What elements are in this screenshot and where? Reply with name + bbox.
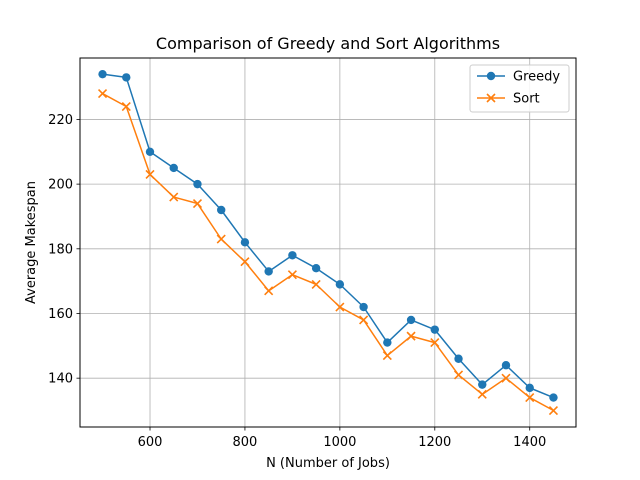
sort-point: [192, 198, 203, 209]
legend-label-sort: Sort: [513, 92, 540, 107]
x-tick-label: 600: [138, 435, 163, 450]
sort-point: [453, 370, 464, 380]
y-tick-label: 180: [48, 242, 73, 257]
sort-point: [406, 331, 416, 341]
chart-title: Comparison of Greedy and Sort Algorithms: [156, 34, 500, 53]
y-tick-label: 220: [48, 113, 73, 128]
greedy-point: [217, 205, 226, 215]
greedy-point: [335, 280, 345, 289]
greedy-point: [383, 338, 392, 347]
y-tick-label: 140: [48, 372, 73, 387]
series-greedy: [98, 69, 558, 402]
sort-point: [264, 286, 274, 296]
greedy-point: [359, 302, 368, 312]
legend-entry-greedy: Greedy: [477, 70, 560, 85]
greedy-point: [264, 267, 273, 276]
greedy-point: [478, 380, 487, 389]
greedy-point: [549, 393, 558, 402]
greedy-point: [145, 147, 155, 156]
sort-point: [477, 389, 487, 399]
greedy-point: [98, 69, 107, 79]
x-axis: 600 800 1000 1200 1400: [138, 427, 546, 450]
sort-point: [145, 169, 155, 179]
sort-point: [548, 405, 559, 416]
legend-label-greedy: Greedy: [513, 70, 560, 85]
sort-point: [311, 279, 321, 289]
sort-point: [97, 89, 108, 99]
legend: Greedy Sort: [469, 64, 570, 113]
greedy-point: [430, 325, 439, 334]
x-axis-label: N (Number of Jobs): [266, 456, 390, 471]
sort-point: [216, 234, 226, 244]
x-tick-label: 1400: [513, 435, 546, 450]
greedy-point: [169, 163, 178, 173]
greedy-point: [501, 361, 511, 370]
greedy-point: [288, 251, 297, 260]
y-axis-label: Average Makespan: [24, 181, 39, 304]
sort-point: [169, 192, 179, 202]
sort-point: [382, 350, 392, 361]
series-layer: [97, 69, 559, 416]
sort-point: [359, 315, 369, 325]
legend-marker-greedy: [486, 71, 496, 81]
legend-entry-sort: Sort: [477, 92, 540, 107]
y-tick-label: 200: [48, 178, 73, 193]
greedy-point: [406, 315, 416, 325]
sort-point: [335, 302, 345, 312]
x-tick-label: 800: [233, 435, 258, 450]
greedy-point: [193, 179, 202, 189]
y-tick-label: 160: [48, 307, 73, 322]
greedy-line: [102, 73, 554, 399]
greedy-point: [525, 383, 534, 393]
sort-point: [430, 338, 440, 348]
sort-point: [287, 270, 297, 280]
series-sort: [97, 89, 559, 416]
plot-frame: [79, 57, 577, 428]
greedy-point: [454, 354, 463, 363]
greedy-point: [311, 264, 321, 273]
sort-point: [121, 101, 131, 112]
x-tick-label: 1200: [418, 435, 451, 450]
sort-point: [525, 393, 535, 403]
sort-point: [240, 257, 250, 267]
sort-point: [501, 373, 511, 383]
x-tick-label: 1000: [323, 435, 356, 450]
greedy-point: [122, 73, 131, 82]
y-axis: 140 160 180 200 220: [48, 113, 80, 387]
greedy-point: [240, 238, 250, 247]
legend-marker-sort: [486, 93, 496, 103]
